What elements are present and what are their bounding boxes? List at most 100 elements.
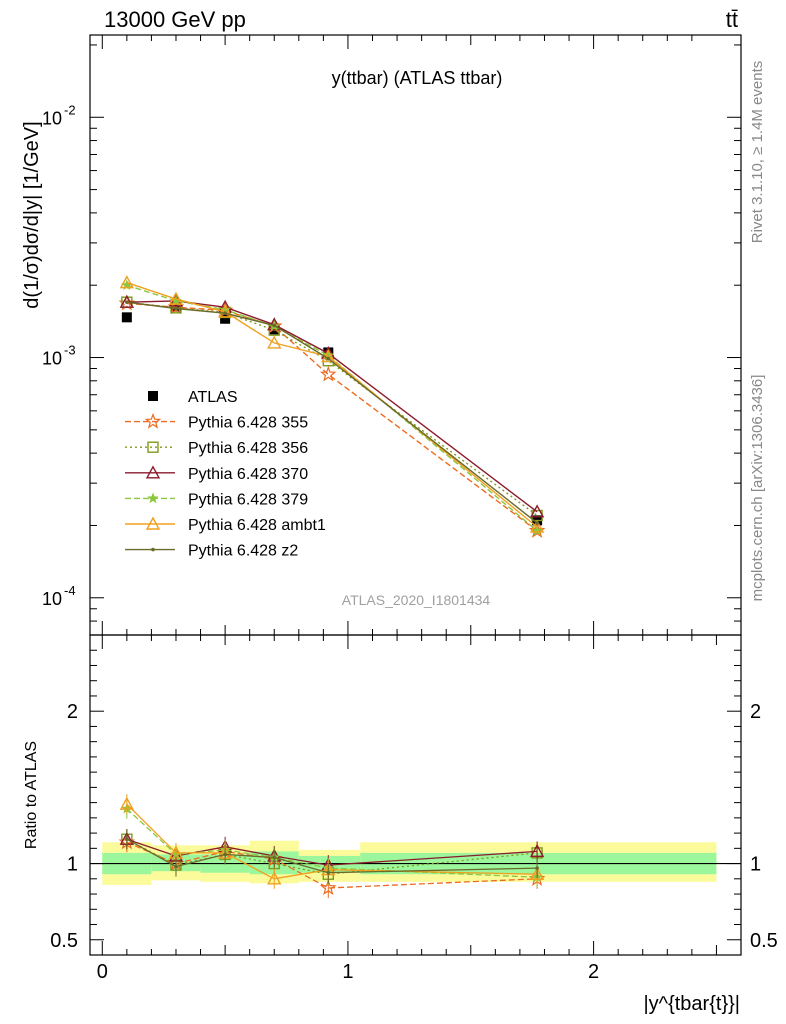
ratio-axis-ticks: 0.5 0.5 1 1 2 2 0 1 2 xyxy=(50,634,778,983)
ratio-point xyxy=(119,796,135,810)
data-point xyxy=(529,519,545,533)
legend-entry: Pythia 6.428 379 xyxy=(125,491,308,508)
data-point xyxy=(531,524,543,536)
ratio-line xyxy=(126,841,538,889)
legend-entry: Pythia 6.428 ambt1 xyxy=(125,516,326,534)
ratio-line xyxy=(126,808,538,878)
x-axis-label: |y^{tbar{t}}| xyxy=(643,993,740,1015)
ratio-panel-frame xyxy=(89,634,742,956)
ratio-series-group xyxy=(118,794,546,898)
rivet-version-label: Rivet 3.1.10, ≥ 1.4M events xyxy=(749,61,766,244)
data-point xyxy=(529,504,545,518)
ratio-uncertainty-bands xyxy=(90,840,741,885)
legend-marker xyxy=(144,412,162,429)
legend-marker xyxy=(145,516,161,530)
series-pythia-6-428-379 xyxy=(121,279,543,536)
ratio-y-axis-label: Ratio to ATLAS xyxy=(23,741,40,849)
ratio-series-pythia-6-428-z2 xyxy=(125,829,539,883)
series-pythia-6-428-355 xyxy=(118,294,546,538)
ratio-line xyxy=(126,838,538,874)
ratio-point xyxy=(319,879,337,895)
ratio-line xyxy=(126,803,538,880)
main-y-tick-exponent: -4 xyxy=(64,583,76,598)
ratio-y-tick-label: 0.5 xyxy=(50,930,78,952)
ratio-point xyxy=(125,837,129,841)
legend-marker xyxy=(147,441,159,453)
legend-label: Pythia 6.428 z2 xyxy=(188,543,298,560)
legend-marker xyxy=(148,391,158,401)
ratio-y-tick-label-right: 1 xyxy=(750,854,761,876)
main-y-tick-exponent: -3 xyxy=(64,343,76,358)
legend-marker xyxy=(147,492,159,504)
plot-title: y(ttbar) (ATLAS ttbar) xyxy=(332,68,503,88)
legend-entry: Pythia 6.428 z2 xyxy=(125,543,298,560)
legend-label: ATLAS xyxy=(188,389,238,406)
ratio-point xyxy=(535,866,539,870)
header-process-label: tt̄ xyxy=(726,7,738,32)
data-point xyxy=(168,291,184,305)
header-energy-label: 13000 GeV pp xyxy=(104,7,246,32)
legend-marker xyxy=(151,547,155,552)
legend-entry: Pythia 6.428 355 xyxy=(125,412,308,432)
main-series-group xyxy=(118,275,546,538)
ratio-point xyxy=(529,843,545,858)
data-point xyxy=(267,335,282,349)
legend-entry: Pythia 6.428 356 xyxy=(125,440,308,457)
legend-label: Pythia 6.428 ambt1 xyxy=(188,517,326,534)
ratio-point xyxy=(272,855,277,860)
data-point xyxy=(535,521,539,525)
data-point xyxy=(119,275,135,289)
data-point xyxy=(121,279,133,291)
ratio-y-tick-label: 1 xyxy=(67,854,78,876)
data-point xyxy=(322,349,334,361)
main-y-axis-label: d(1/σ)dσ/d|y| [1/GeV] xyxy=(21,121,43,308)
legend-entry: Pythia 6.428 370 xyxy=(125,465,308,483)
series-pythia-6-428-z2 xyxy=(125,300,539,525)
ratio-point xyxy=(174,864,178,869)
series-line xyxy=(126,301,538,524)
series-pythia-6-428-ambt1 xyxy=(119,275,545,533)
x-tick-label: 1 xyxy=(342,961,353,983)
ratio-point xyxy=(267,871,282,885)
ratio-point xyxy=(529,866,545,880)
mcplots-credit-label: mcplots.cern.ch [arXiv:1306.3436] xyxy=(749,375,766,602)
data-point xyxy=(319,365,337,382)
legend-marker xyxy=(145,465,161,479)
data-point xyxy=(223,311,227,315)
data-point xyxy=(125,300,129,304)
main-y-tick-label: 10 xyxy=(42,349,62,369)
main-panel: 10-410-310-2 y(ttbar) (ATLAS ttbar) ATLA… xyxy=(42,34,742,636)
main-y-tick-label: 10 xyxy=(42,108,62,128)
x-tick-label: 2 xyxy=(588,961,599,983)
main-axis-ticks: 10-410-310-2 xyxy=(42,35,741,636)
legend: ATLAS Pythia 6.428 355 Pythia 6.428 356 Pyt… xyxy=(125,389,326,560)
analysis-watermark: ATLAS_2020_I1801434 xyxy=(342,592,491,608)
series-pythia-6-428-370 xyxy=(119,293,545,518)
data-point xyxy=(121,312,132,323)
series-line xyxy=(126,300,538,513)
data-point xyxy=(219,303,231,315)
legend-entry: ATLAS xyxy=(148,389,238,406)
x-tick-label: 0 xyxy=(97,961,108,983)
legend-label: Pythia 6.428 356 xyxy=(188,440,308,457)
ratio-panel: 0.5 0.5 1 1 2 2 0 1 2 xyxy=(50,634,778,983)
series-line xyxy=(126,284,538,532)
legend-label: Pythia 6.428 355 xyxy=(188,415,308,432)
ratio-point xyxy=(223,852,227,857)
series-line xyxy=(126,301,538,517)
data-point xyxy=(220,313,231,324)
ratio-y-tick-label-right: 2 xyxy=(750,701,761,723)
ratio-y-tick-label: 2 xyxy=(67,701,78,723)
main-y-tick-label: 10 xyxy=(42,589,62,609)
legend-label: Pythia 6.428 379 xyxy=(188,491,308,508)
data-point xyxy=(326,356,331,361)
main-y-tick-exponent: -2 xyxy=(64,102,76,117)
data-point xyxy=(217,304,233,318)
data-point xyxy=(119,294,135,308)
ratio-y-tick-label-right: 0.5 xyxy=(750,930,778,952)
data-point xyxy=(170,294,182,306)
ratio-line xyxy=(126,838,538,866)
data-point xyxy=(528,522,546,538)
series-line xyxy=(126,281,538,528)
